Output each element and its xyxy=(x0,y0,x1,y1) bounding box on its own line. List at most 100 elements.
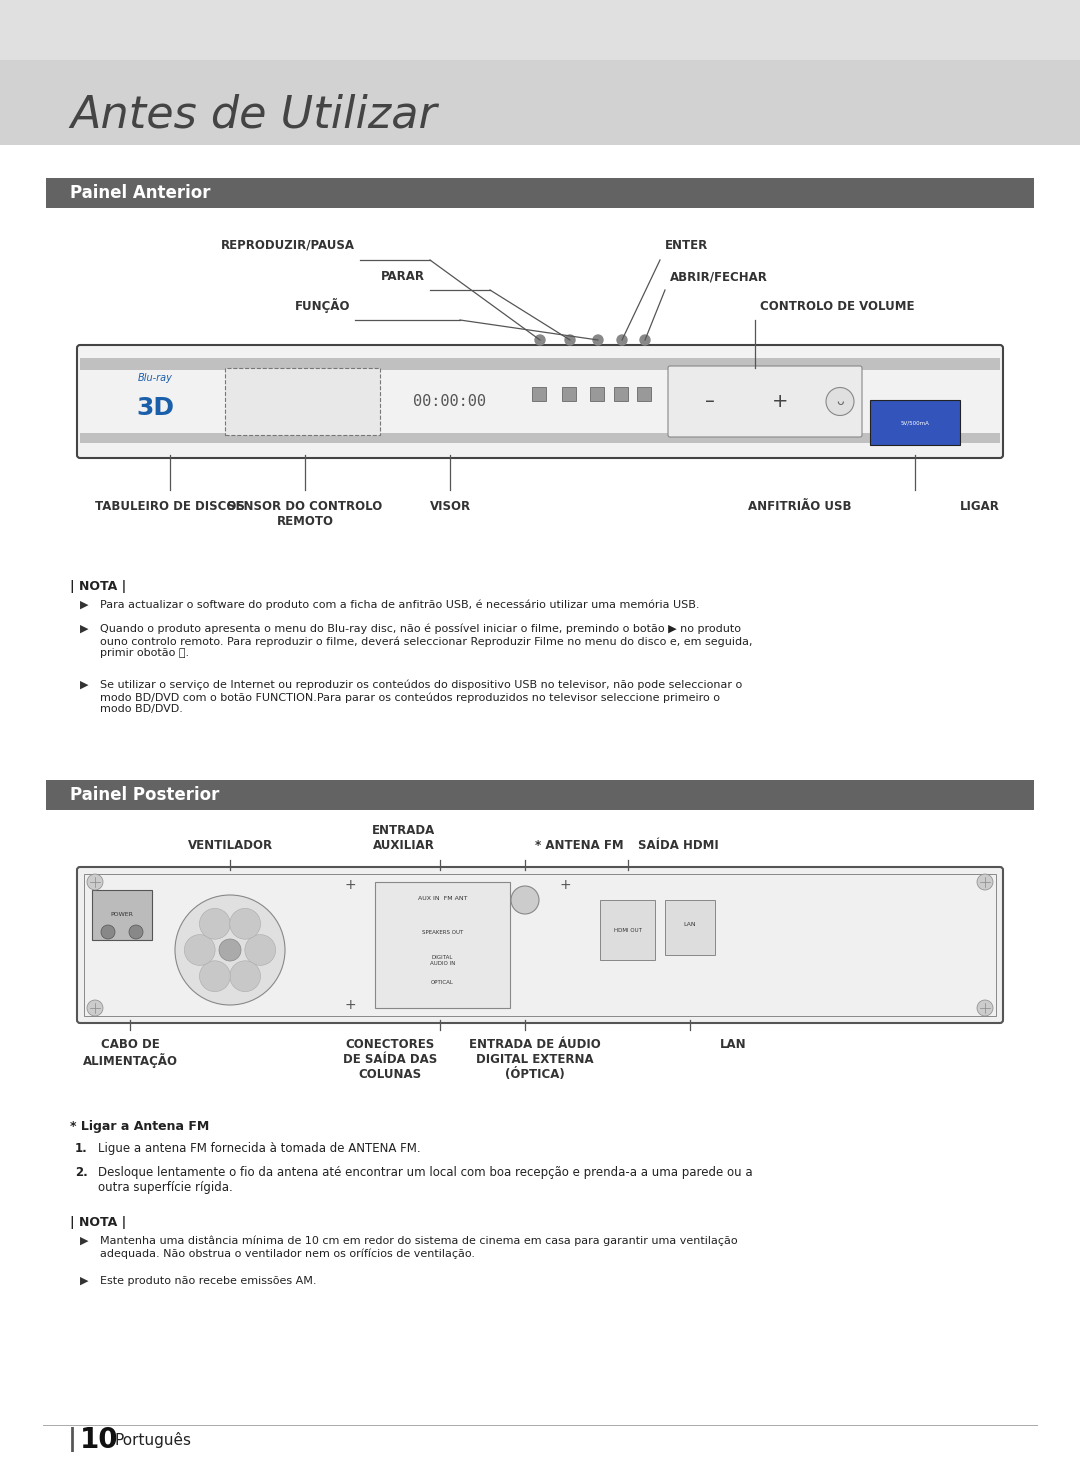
Bar xyxy=(590,387,604,401)
Text: POWER: POWER xyxy=(110,913,134,917)
Text: Quando o produto apresenta o menu do Blu-ray disc, não é possível iniciar o film: Quando o produto apresenta o menu do Blu… xyxy=(100,624,753,658)
Text: ENTRADA
AUXILIAR: ENTRADA AUXILIAR xyxy=(372,824,435,852)
Circle shape xyxy=(185,935,215,966)
Text: ▶: ▶ xyxy=(80,1236,89,1245)
Circle shape xyxy=(977,1000,993,1016)
FancyBboxPatch shape xyxy=(77,867,1003,1023)
Circle shape xyxy=(200,961,230,991)
Text: PARAR: PARAR xyxy=(381,271,426,282)
Circle shape xyxy=(593,336,603,345)
Circle shape xyxy=(617,336,627,345)
Text: SENSOR DO CONTROLO
REMOTO: SENSOR DO CONTROLO REMOTO xyxy=(228,500,382,528)
Text: ABRIR/FECHAR: ABRIR/FECHAR xyxy=(670,271,768,282)
Text: REPRODUZIR/PAUSA: REPRODUZIR/PAUSA xyxy=(221,240,355,251)
Text: OPTICAL: OPTICAL xyxy=(431,981,454,985)
Text: TABULEIRO DE DISCOS: TABULEIRO DE DISCOS xyxy=(95,500,245,513)
Circle shape xyxy=(511,886,539,914)
Text: Este produto não recebe emissões AM.: Este produto não recebe emissões AM. xyxy=(100,1276,316,1287)
Circle shape xyxy=(565,336,575,345)
Text: ENTRADA DE ÁUDIO
DIGITAL EXTERNA
(ÓPTICA): ENTRADA DE ÁUDIO DIGITAL EXTERNA (ÓPTICA… xyxy=(469,1038,600,1081)
Bar xyxy=(46,779,1034,810)
Circle shape xyxy=(175,895,285,1006)
Text: ▶: ▶ xyxy=(80,624,89,634)
Bar xyxy=(92,890,152,941)
Text: Painel Posterior: Painel Posterior xyxy=(70,785,219,805)
Text: * Ligar a Antena FM: * Ligar a Antena FM xyxy=(70,1120,210,1133)
Text: CABO DE
ALIMENTAÇÃO: CABO DE ALIMENTAÇÃO xyxy=(82,1038,177,1068)
Text: ᴗ: ᴗ xyxy=(836,395,843,408)
Text: ▶: ▶ xyxy=(80,1276,89,1287)
Bar xyxy=(375,881,510,1009)
Text: 10: 10 xyxy=(80,1426,119,1454)
Text: Painel Anterior: Painel Anterior xyxy=(70,183,211,203)
Text: 3D: 3D xyxy=(136,396,174,420)
Bar xyxy=(665,901,715,955)
Text: 00:00:00: 00:00:00 xyxy=(414,393,486,410)
Bar xyxy=(225,368,380,435)
Text: 1.: 1. xyxy=(75,1142,87,1155)
Text: Português: Português xyxy=(114,1432,192,1448)
Text: AUX IN  FM ANT: AUX IN FM ANT xyxy=(418,895,468,901)
Text: Se utilizar o serviço de Internet ou reproduzir os conteúdos do dispositivo USB : Se utilizar o serviço de Internet ou rep… xyxy=(100,680,742,714)
Circle shape xyxy=(87,874,103,890)
Text: ▶: ▶ xyxy=(80,600,89,609)
Text: ▶: ▶ xyxy=(80,680,89,691)
Text: +: + xyxy=(345,998,355,1012)
Bar xyxy=(0,0,1080,145)
Circle shape xyxy=(102,924,114,939)
Text: LAN: LAN xyxy=(684,923,697,927)
Text: |: | xyxy=(68,1427,77,1452)
Text: Ligue a antena FM fornecida à tomada de ANTENA FM.: Ligue a antena FM fornecida à tomada de … xyxy=(98,1142,420,1155)
Text: Blu-ray: Blu-ray xyxy=(137,373,173,383)
Text: HDMI OUT: HDMI OUT xyxy=(615,927,642,932)
Bar xyxy=(84,874,996,1016)
Bar xyxy=(532,387,546,401)
Bar xyxy=(80,358,1000,370)
Circle shape xyxy=(200,908,230,939)
Text: FUNÇÃO: FUNÇÃO xyxy=(295,297,350,314)
Circle shape xyxy=(129,924,143,939)
Circle shape xyxy=(245,935,275,966)
Text: Desloque lentamente o fio da antena até encontrar um local com boa recepção e pr: Desloque lentamente o fio da antena até … xyxy=(98,1165,753,1194)
Text: CONECTORES
DE SAÍDA DAS
COLUNAS: CONECTORES DE SAÍDA DAS COLUNAS xyxy=(342,1038,437,1081)
Bar xyxy=(0,0,1080,61)
Text: +: + xyxy=(345,879,355,892)
Text: CONTROLO DE VOLUME: CONTROLO DE VOLUME xyxy=(760,300,915,314)
Text: Mantenha uma distância mínima de 10 cm em redor do sistema de cinema em casa par: Mantenha uma distância mínima de 10 cm e… xyxy=(100,1236,738,1259)
Text: Antes de Utilizar: Antes de Utilizar xyxy=(70,93,436,136)
Circle shape xyxy=(535,336,545,345)
Bar xyxy=(80,433,1000,444)
Circle shape xyxy=(230,908,260,939)
FancyBboxPatch shape xyxy=(669,365,862,436)
Bar xyxy=(637,387,651,401)
Text: ANFITRIÃO USB: ANFITRIÃO USB xyxy=(748,500,852,513)
Circle shape xyxy=(219,939,241,961)
Text: SPEAKERS OUT: SPEAKERS OUT xyxy=(422,930,463,935)
Text: 5V/500mA: 5V/500mA xyxy=(901,420,930,426)
Bar xyxy=(46,177,1034,209)
Circle shape xyxy=(826,387,854,416)
Bar xyxy=(870,399,960,445)
Text: | NOTA |: | NOTA | xyxy=(70,580,126,593)
Bar xyxy=(600,901,654,960)
Text: * ANTENA FM: * ANTENA FM xyxy=(535,839,623,852)
Bar xyxy=(615,387,627,401)
Text: –: – xyxy=(705,392,715,411)
Text: DIGITAL
AUDIO IN: DIGITAL AUDIO IN xyxy=(430,955,455,966)
Text: +: + xyxy=(559,879,571,892)
Circle shape xyxy=(87,1000,103,1016)
Text: LIGAR: LIGAR xyxy=(960,500,1000,513)
Circle shape xyxy=(640,336,650,345)
Text: VISOR: VISOR xyxy=(430,500,471,513)
Text: 2.: 2. xyxy=(75,1165,87,1179)
Text: ENTER: ENTER xyxy=(665,240,708,251)
Bar xyxy=(562,387,576,401)
Text: VENTILADOR: VENTILADOR xyxy=(188,839,272,852)
Circle shape xyxy=(977,874,993,890)
Text: Para actualizar o software do produto com a ficha de anfitrão USB, é necessário : Para actualizar o software do produto co… xyxy=(100,600,700,611)
Circle shape xyxy=(230,961,260,991)
Text: +: + xyxy=(772,392,788,411)
Text: SAÍDA HDMI: SAÍDA HDMI xyxy=(638,839,719,852)
Text: LAN: LAN xyxy=(720,1038,746,1052)
FancyBboxPatch shape xyxy=(77,345,1003,458)
